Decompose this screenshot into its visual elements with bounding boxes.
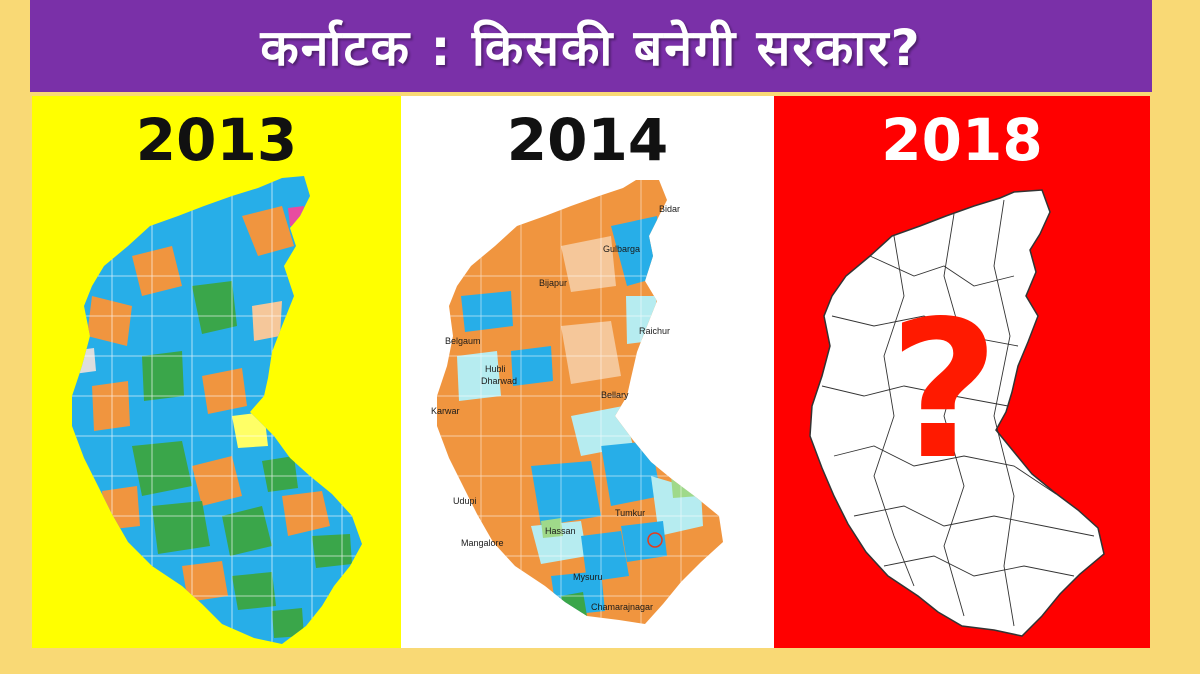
question-mark-symbol: ? <box>888 280 1000 501</box>
panel-2013: 2013 <box>32 96 401 648</box>
year-2014-label: 2014 <box>506 106 669 174</box>
label-gulbarga: Gulbarga <box>603 244 640 254</box>
label-karwar: Karwar <box>431 406 460 416</box>
year-2013-label: 2013 <box>135 106 298 174</box>
label-hubli: Hubli <box>485 364 506 374</box>
label-tumkur: Tumkur <box>615 508 645 518</box>
map-2014: Bidar Gulbarga Bijapur Raichur Belgaum H… <box>431 180 723 624</box>
page-title: कर्नाटक : किसकी बनेगी सरकार? <box>260 19 922 77</box>
year-2018-label: 2018 <box>881 106 1043 174</box>
label-mysuru: Mysuru <box>573 572 603 582</box>
label-bidar: Bidar <box>659 204 680 214</box>
map-2013 <box>72 176 362 644</box>
label-dharwad: Dharwad <box>481 376 517 386</box>
panel-2014: 2014 <box>401 96 774 648</box>
label-chamarajnagar: Chamarajnagar <box>591 602 653 612</box>
label-raichur: Raichur <box>639 326 670 336</box>
map-2018 <box>809 189 1105 637</box>
panel-2018: 2018 ? <box>774 96 1150 648</box>
label-mangalore: Mangalore <box>461 538 504 548</box>
label-belgaum: Belgaum <box>445 336 481 346</box>
title-banner: कर्नाटक : किसकी बनेगी सरकार? <box>30 0 1152 92</box>
label-bijapur: Bijapur <box>539 278 567 288</box>
label-bellary: Bellary <box>601 390 629 400</box>
label-udupi: Udupi <box>453 496 477 506</box>
label-hassan: Hassan <box>545 526 576 536</box>
